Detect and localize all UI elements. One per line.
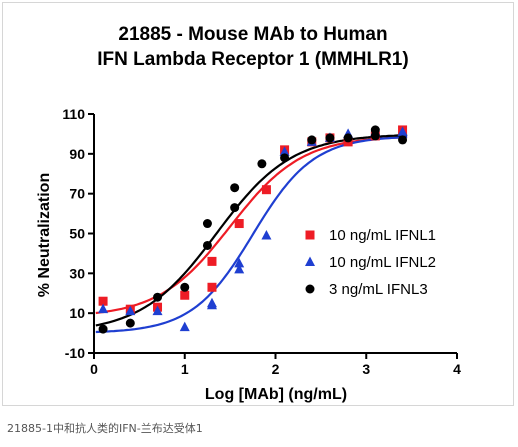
data-point xyxy=(370,131,380,141)
x-axis-label: Log [MAb] (ng/mL) xyxy=(205,386,347,403)
data-point xyxy=(207,282,217,292)
x-tick-label: 0 xyxy=(90,361,98,377)
data-point xyxy=(98,296,108,306)
y-tick-label: 10 xyxy=(69,305,85,321)
y-tick-label: 30 xyxy=(69,265,85,281)
data-point xyxy=(234,263,245,274)
data-point xyxy=(230,203,240,213)
data-point xyxy=(152,305,163,316)
data-point xyxy=(257,159,267,169)
legend-marker xyxy=(305,230,315,240)
y-tick-label: 70 xyxy=(69,186,85,202)
x-tick-label: 2 xyxy=(272,361,280,377)
data-point xyxy=(280,153,290,163)
fit-curve xyxy=(95,134,408,327)
data-points xyxy=(98,125,408,334)
chart: 21885 - Mouse MAb to Human IFN Lambda Re… xyxy=(36,24,461,403)
data-point xyxy=(325,133,335,143)
legend-label: 10 ng/mL IFNL1 xyxy=(329,227,436,244)
fit-curve xyxy=(95,136,408,334)
data-point xyxy=(261,185,271,195)
axes: -10 10 30 50 70 90 110 0 1 2 3 4 xyxy=(62,106,461,377)
data-point xyxy=(343,133,353,143)
legend-label: 10 ng/mL IFNL2 xyxy=(329,254,436,271)
data-point xyxy=(206,297,217,308)
figure-caption: 21885-1中和抗人类的IFN-兰布达受体1 xyxy=(7,422,203,435)
data-point xyxy=(180,290,190,300)
data-point xyxy=(207,256,217,266)
y-tick-label: 50 xyxy=(69,226,85,242)
data-point xyxy=(98,324,108,334)
y-axis-label: % Neutralization xyxy=(36,173,53,297)
y-tick-label: -10 xyxy=(65,345,85,361)
data-point xyxy=(125,318,135,328)
data-point xyxy=(179,321,190,332)
chart-subtitle: IFN Lambda Receptor 1 (MMHLR1) xyxy=(97,49,408,70)
legend-marker xyxy=(305,284,315,294)
fit-curves xyxy=(95,134,408,334)
data-point xyxy=(307,135,317,145)
x-tick-label: 1 xyxy=(181,361,189,377)
legend-marker xyxy=(305,256,315,266)
x-tick-label: 4 xyxy=(453,361,461,377)
data-point xyxy=(125,305,136,316)
data-point xyxy=(98,303,109,314)
legend: 10 ng/mL IFNL1 10 ng/mL IFNL2 3 ng/mL IFNL… xyxy=(305,227,436,298)
data-point xyxy=(397,126,408,136)
data-point xyxy=(180,282,190,292)
y-tick-label: 90 xyxy=(69,146,85,162)
data-point xyxy=(261,229,272,240)
x-tick-label: 3 xyxy=(362,361,370,377)
data-point xyxy=(279,146,290,156)
data-point xyxy=(230,183,240,193)
data-point xyxy=(234,219,244,229)
chart-frame: 21885 - Mouse MAb to Human IFN Lambda Re… xyxy=(2,2,514,406)
chart-title: 21885 - Mouse MAb to Human xyxy=(118,24,387,45)
data-point xyxy=(202,219,212,229)
data-point xyxy=(153,292,163,302)
y-tick-label: 110 xyxy=(62,106,85,122)
data-point xyxy=(234,257,245,268)
legend-label: 3 ng/mL IFNL3 xyxy=(329,281,428,298)
data-point xyxy=(398,135,408,145)
data-point xyxy=(202,240,212,250)
